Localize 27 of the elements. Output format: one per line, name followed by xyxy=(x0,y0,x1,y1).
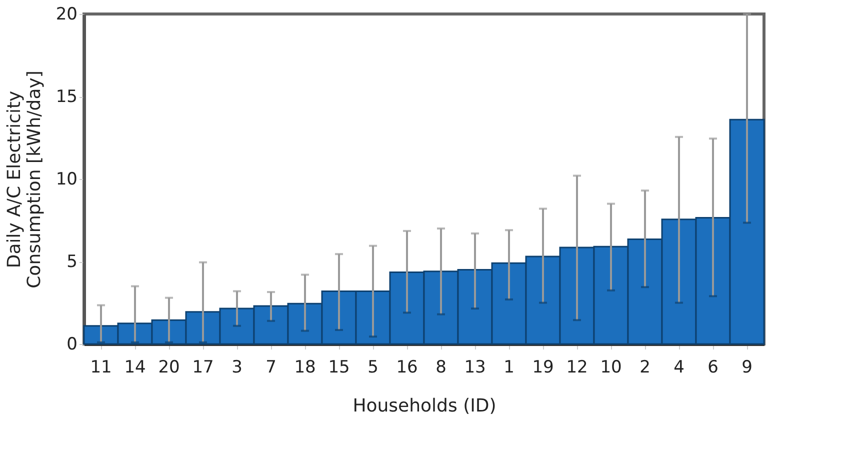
x-tick-label: 17 xyxy=(192,358,214,378)
x-tick-label: 14 xyxy=(124,358,146,378)
x-axis-title: Households (ID) xyxy=(352,396,496,416)
x-tick-label: 2 xyxy=(640,358,650,378)
x-tick-label: 1 xyxy=(504,358,514,378)
x-tick-label: 20 xyxy=(158,358,180,378)
x-tick-label: 5 xyxy=(368,358,378,378)
y-tick-label: 5 xyxy=(66,252,78,272)
y-tick-label: 20 xyxy=(56,4,78,24)
x-tick-label: 11 xyxy=(90,358,112,378)
x-tick-label: 15 xyxy=(328,358,350,378)
x-tick-label: 16 xyxy=(396,358,418,378)
x-tick-label: 12 xyxy=(566,358,588,378)
x-tick-label: 3 xyxy=(232,358,242,378)
x-tick-label: 18 xyxy=(294,358,316,378)
y-tick-label: 15 xyxy=(56,87,78,107)
x-tick-label: 6 xyxy=(708,358,718,378)
y-tick-label: 10 xyxy=(56,170,78,190)
x-tick-label: 7 xyxy=(266,358,276,378)
x-tick-label: 9 xyxy=(742,358,752,378)
x-tick-label: 8 xyxy=(436,358,446,378)
x-tick-label: 19 xyxy=(532,358,554,378)
y-axis-title: Daily A/C Electricity Consumption [kWh/day] xyxy=(4,70,45,288)
y-tick-label: 0 xyxy=(66,334,78,354)
x-tick-label: 4 xyxy=(674,358,684,378)
x-tick-label: 10 xyxy=(600,358,622,378)
x-tick-label: 13 xyxy=(464,358,486,378)
